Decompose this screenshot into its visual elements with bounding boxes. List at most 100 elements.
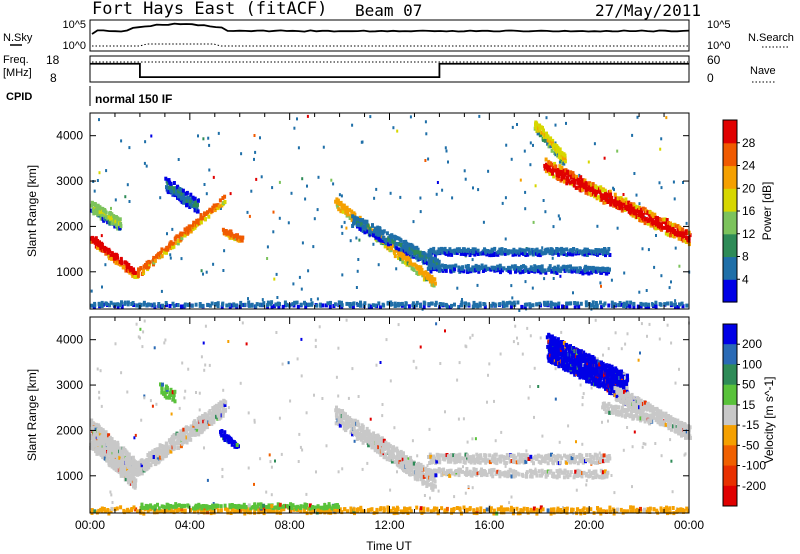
- data-cell: [557, 474, 561, 479]
- data-cell: [389, 300, 393, 305]
- data-cell: [134, 478, 138, 483]
- data-cell: [673, 302, 677, 307]
- data-cell: [516, 123, 518, 126]
- data-cell: [230, 442, 234, 447]
- data-cell: [423, 494, 426, 497]
- data-cell: [583, 268, 587, 273]
- data-cell: [329, 300, 332, 305]
- data-cell: [532, 220, 535, 224]
- data-cell: [393, 460, 397, 465]
- data-cell: [625, 207, 629, 212]
- data-cell: [226, 437, 230, 442]
- data-cell: [438, 264, 442, 269]
- data-cell: [422, 474, 426, 479]
- data-cell: [565, 301, 569, 306]
- data-cell: [375, 363, 378, 367]
- data-cell: [379, 361, 382, 364]
- data-cell: [558, 147, 562, 152]
- data-cell: [427, 157, 430, 161]
- data-cell: [322, 145, 325, 149]
- data-cell: [620, 197, 624, 202]
- data-cell: [274, 459, 276, 463]
- data-cell: [300, 337, 303, 341]
- data-cell: [185, 430, 189, 435]
- data-cell: [401, 252, 405, 257]
- data-cell: [560, 166, 564, 170]
- data-cell: [494, 439, 497, 443]
- data-cell: [172, 439, 175, 443]
- data-cell: [532, 461, 535, 466]
- data-cell: [160, 444, 164, 448]
- data-cell: [476, 471, 480, 476]
- data-cell: [608, 267, 611, 272]
- data-cell: [239, 381, 242, 385]
- data-cell: [187, 228, 191, 233]
- data-cell: [356, 302, 360, 307]
- data-cell: [133, 472, 136, 477]
- data-cell: [387, 242, 390, 247]
- data-cell: [641, 247, 644, 251]
- data-cell: [566, 176, 570, 181]
- data-cell: [281, 362, 284, 366]
- data-cell: [546, 134, 550, 139]
- data-cell: [600, 305, 604, 310]
- data-cell: [352, 217, 356, 222]
- data-cell: [367, 434, 371, 439]
- data-cell: [431, 478, 435, 483]
- data-cell: [306, 114, 309, 118]
- data-cell: [314, 345, 317, 349]
- data-cell: [537, 269, 540, 274]
- data-cell: [293, 300, 297, 305]
- data-cell: [530, 247, 534, 252]
- data-cell: [535, 302, 539, 307]
- data-cell: [173, 399, 177, 404]
- data-cell: [132, 476, 136, 481]
- data-cell: [166, 187, 170, 192]
- data-cell: [493, 268, 497, 273]
- data-cell: [663, 217, 667, 222]
- data-cell: [172, 186, 176, 191]
- data-cell: [436, 453, 440, 458]
- data-cell: [446, 454, 450, 459]
- data-cell: [425, 261, 429, 266]
- data-cell: [266, 257, 269, 260]
- data-cell: [411, 303, 415, 308]
- data-cell: [586, 457, 590, 462]
- data-cell: [235, 443, 239, 447]
- data-cell: [134, 433, 137, 437]
- data-cell: [505, 303, 509, 308]
- data-cell: [100, 404, 103, 408]
- data-cell: [254, 304, 258, 309]
- data-cell: [181, 361, 184, 365]
- data-cell: [625, 300, 629, 305]
- data-cell: [430, 301, 434, 306]
- data-cell: [129, 266, 133, 270]
- data-cell: [412, 246, 416, 251]
- data-cell: [176, 432, 180, 437]
- data-cell: [120, 467, 124, 472]
- data-cell: [600, 475, 604, 480]
- data-cell: [344, 428, 347, 432]
- data-cell: [240, 303, 244, 307]
- data-cell: [194, 200, 198, 205]
- data-cell: [432, 454, 436, 459]
- data-cell: [521, 352, 524, 356]
- data-cell: [397, 455, 401, 460]
- data-cell: [299, 445, 302, 449]
- data-cell: [112, 214, 116, 219]
- data-cell: [476, 248, 480, 253]
- colorbar-tick-label: 16: [742, 204, 756, 218]
- data-cell: [351, 429, 355, 434]
- data-cell: [354, 429, 358, 434]
- data-cell: [559, 172, 562, 177]
- data-cell: [532, 143, 534, 147]
- data-cell: [419, 345, 422, 349]
- data-cell: [551, 171, 554, 176]
- data-cell: [356, 428, 360, 433]
- data-cell: [447, 160, 449, 164]
- data-cell: [586, 191, 590, 196]
- data-cell: [437, 259, 441, 264]
- data-cell: [133, 270, 137, 275]
- data-cell: [565, 352, 569, 357]
- colorbar-tick-label: 8: [742, 250, 749, 264]
